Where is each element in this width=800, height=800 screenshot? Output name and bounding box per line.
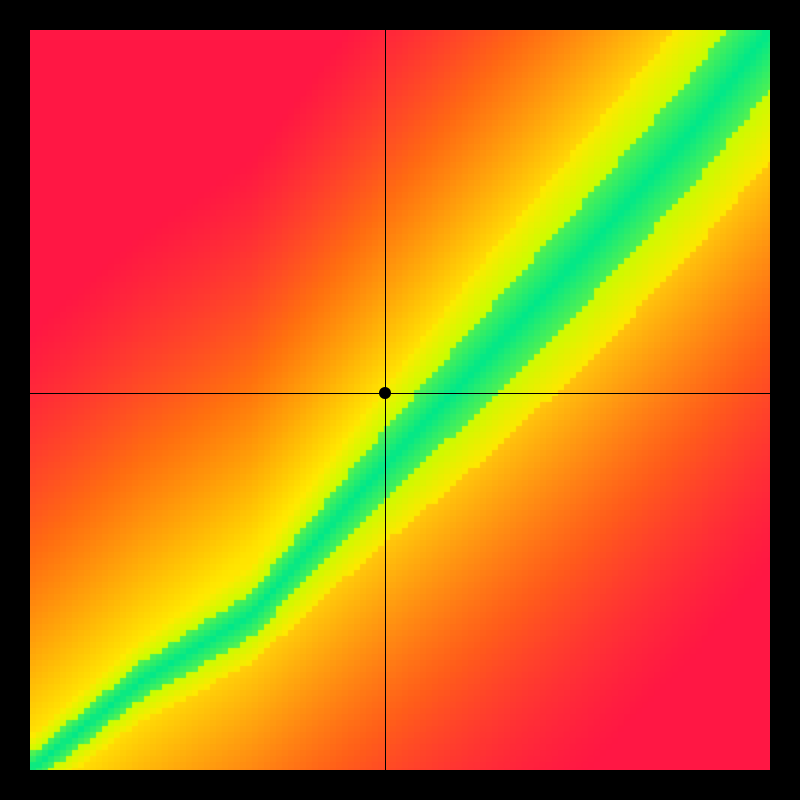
heatmap-canvas [30,30,770,770]
crosshair-vertical [385,30,386,770]
data-point-marker [379,387,391,399]
crosshair-horizontal [30,393,770,394]
heatmap-plot [30,30,770,770]
